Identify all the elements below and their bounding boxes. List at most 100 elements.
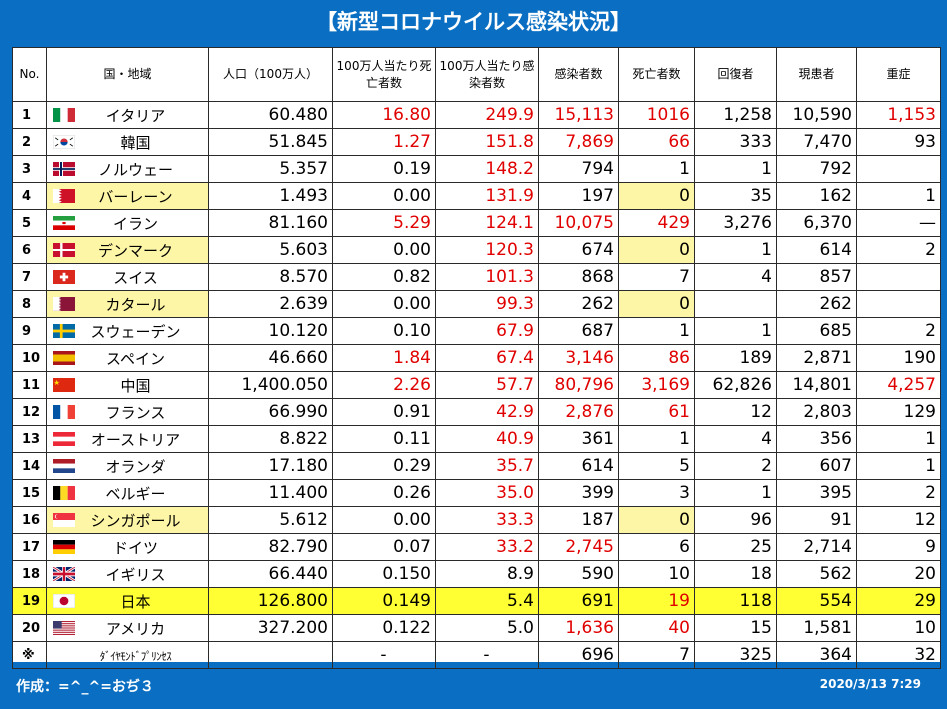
country-name: カタール	[105, 295, 166, 314]
active-cell: 792	[776, 155, 857, 183]
country-cell: オーストリア	[46, 425, 209, 453]
deaths-cell: 10	[618, 560, 695, 588]
population-cell: 1,400.050	[208, 371, 333, 399]
cases-cell: 691	[538, 587, 619, 615]
cases-per-million-cell: -	[435, 641, 539, 669]
country-cell: スウェーデン	[46, 317, 209, 345]
active-cell: 554	[776, 587, 857, 615]
qatar-flag-icon	[53, 297, 75, 311]
recovered-cell: 325	[694, 641, 777, 669]
row-number: 8	[12, 290, 47, 318]
recovered-cell: 18	[694, 560, 777, 588]
country-cell: イタリア	[46, 101, 209, 129]
cases-cell: 399	[538, 479, 619, 507]
population-cell: 2.639	[208, 290, 333, 318]
serious-cell: 129	[856, 398, 941, 426]
country-name: シンガポール	[90, 511, 181, 530]
cases-cell: 197	[538, 182, 619, 210]
table-row: 1 イタリア 60.480 16.80 249.9 15,113 1016 1,258 10,5…	[12, 101, 941, 129]
page-title: 【新型コロナウイルス感染状況】	[316, 10, 631, 34]
country-cell: 韓国	[46, 128, 209, 156]
table-row: 7 スイス 8.570 0.82 101.3 868 7 4 857	[12, 263, 941, 291]
korea-flag-icon	[52, 134, 76, 150]
recovered-cell: 1	[694, 317, 777, 345]
row-number: 5	[12, 209, 47, 237]
austria-flag-icon	[53, 432, 75, 446]
cases-cell: 187	[538, 506, 619, 534]
active-cell: 607	[776, 452, 857, 480]
population-cell: 46.660	[208, 344, 333, 372]
serious-cell: 93	[856, 128, 941, 156]
population-cell: 81.160	[208, 209, 333, 237]
bahrain-flag-icon	[53, 189, 75, 203]
deaths-cell: 429	[618, 209, 695, 237]
cases-per-million-cell: 101.3	[435, 263, 539, 291]
cases-cell: 361	[538, 425, 619, 453]
cases-per-million-cell: 249.9	[435, 101, 539, 129]
population-cell: 66.440	[208, 560, 333, 588]
recovered-cell: 4	[694, 263, 777, 291]
country-name: 中国	[120, 376, 151, 395]
cases-cell: 687	[538, 317, 619, 345]
country-name: スイス	[113, 268, 158, 287]
cases-per-million-cell: 124.1	[435, 209, 539, 237]
serious-cell	[856, 263, 941, 291]
spain-flag-icon	[53, 351, 75, 365]
deaths-per-million-cell: 0.82	[332, 263, 436, 291]
header-country: 国・地域	[46, 47, 209, 102]
cases-cell: 80,796	[538, 371, 619, 399]
active-cell: 10,590	[776, 101, 857, 129]
population-cell: 17.180	[208, 452, 333, 480]
cases-per-million-cell: 35.0	[435, 479, 539, 507]
deaths-cell: 6	[618, 533, 695, 561]
serious-cell: 2	[856, 479, 941, 507]
deaths-per-million-cell: 1.27	[332, 128, 436, 156]
deaths-cell: 0	[618, 506, 695, 534]
cases-cell: 15,113	[538, 101, 619, 129]
country-cell: ベルギー	[46, 479, 209, 507]
recovered-cell	[694, 290, 777, 318]
header-cases: 感染者数	[538, 47, 619, 102]
country-cell: ドイツ	[46, 533, 209, 561]
header-recovered: 回復者	[694, 47, 777, 102]
table-row: 14 オランダ 17.180 0.29 35.7 614 5 2 607 1	[12, 452, 941, 480]
active-cell: 364	[776, 641, 857, 669]
deaths-per-million-cell: 0.29	[332, 452, 436, 480]
country-name: ベルギー	[105, 484, 166, 503]
row-number: 14	[12, 452, 47, 480]
switzerland-flag-icon	[53, 270, 75, 284]
header-deaths: 死亡者数	[618, 47, 695, 102]
deaths-per-million-cell: 1.84	[332, 344, 436, 372]
recovered-cell: 4	[694, 425, 777, 453]
deaths-per-million-cell: 0.26	[332, 479, 436, 507]
table-row: 3 ノルウェー 5.357 0.19 148.2 794 1 1 792	[12, 155, 941, 183]
recovered-cell: 1,258	[694, 101, 777, 129]
serious-cell: 1	[856, 425, 941, 453]
cases-cell: 1,636	[538, 614, 619, 642]
population-cell: 5.603	[208, 236, 333, 264]
row-number: 9	[12, 317, 47, 345]
timestamp: 2020/3/13 7:29	[819, 677, 921, 691]
header-population: 人口（100万人）	[208, 47, 333, 102]
cases-cell: 10,075	[538, 209, 619, 237]
header-deaths-per-million: 100万人当たり死亡者数	[332, 47, 436, 102]
recovered-cell: 118	[694, 587, 777, 615]
table-row: 9 スウェーデン 10.120 0.10 67.9 687 1 1 685 2	[12, 317, 941, 345]
table-row: 6 デンマーク 5.603 0.00 120.3 674 0 1 614 2	[12, 236, 941, 264]
country-cell: ﾀﾞｲﾔﾓﾝﾄﾞﾌﾟﾘﾝｾｽ	[46, 641, 209, 669]
active-cell: 857	[776, 263, 857, 291]
table-row: 4 バーレーン 1.493 0.00 131.9 197 0 35 162 1	[12, 182, 941, 210]
population-cell: 60.480	[208, 101, 333, 129]
row-number: 10	[12, 344, 47, 372]
cases-per-million-cell: 5.0	[435, 614, 539, 642]
country-name: オーストリア	[90, 430, 181, 449]
row-number: 4	[12, 182, 47, 210]
cases-per-million-cell: 33.2	[435, 533, 539, 561]
country-cell: スイス	[46, 263, 209, 291]
country-name: スペイン	[106, 349, 165, 368]
deaths-per-million-cell: 0.149	[332, 587, 436, 615]
cases-cell: 696	[538, 641, 619, 669]
country-cell: イラン	[46, 209, 209, 237]
active-cell: 262	[776, 290, 857, 318]
country-cell: シンガポール	[46, 506, 209, 534]
